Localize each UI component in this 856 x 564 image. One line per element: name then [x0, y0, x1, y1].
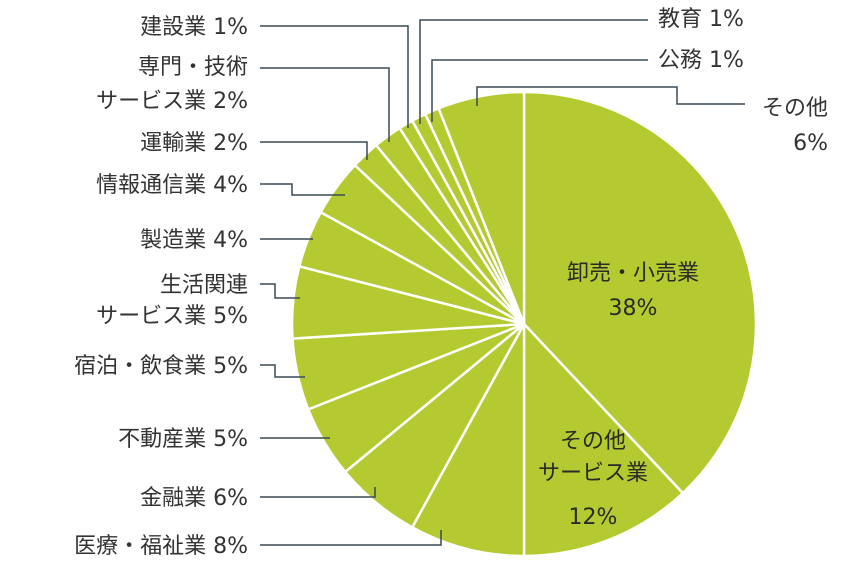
slice-label-14-line-1: 公務 1%	[658, 48, 744, 73]
slice-label-3-line-1: 医療・福祉業 8%	[74, 534, 248, 559]
slice-label-7-line-1: 生活関連	[160, 273, 248, 298]
leader-line-3	[260, 530, 442, 546]
slice-label-6-line-1: 宿泊・飲食業 5%	[74, 354, 248, 379]
leader-line-12	[260, 25, 409, 128]
pie-slices	[290, 90, 758, 558]
pie-slice-1	[522, 90, 758, 495]
slice-label-7-line-2: サービス業 5%	[96, 304, 248, 329]
leader-line-10	[260, 141, 368, 160]
leader-line-9	[260, 183, 345, 196]
leader-line-4	[260, 487, 376, 498]
slice-label-13-line-1: 教育 1%	[658, 7, 744, 32]
leader-line-15	[476, 86, 745, 106]
leader-line-7	[260, 283, 300, 299]
slice-label-4-line-1: 金融業 6%	[140, 486, 248, 511]
slice-label-15-line-1: その他	[762, 96, 828, 121]
leader-line-6	[260, 364, 305, 378]
slice-label-2-line-2: サービス業	[538, 461, 648, 486]
slice-label-9-line-1: 情報通信業 4%	[96, 173, 248, 198]
leader-line-13	[419, 19, 648, 124]
slice-label-15-line-2: 6%	[793, 131, 828, 156]
slice-label-5-line-1: 不動産業 5%	[118, 427, 248, 452]
slice-label-1-line-1: 卸売・小売業	[567, 261, 699, 286]
slice-label-11-line-2: サービス業 2%	[96, 89, 248, 114]
slice-label-12-line-1: 建設業 1%	[140, 15, 248, 40]
slice-label-2-line-3: 12%	[569, 505, 618, 530]
slice-label-2-line-1: その他	[560, 429, 626, 454]
pie-slice-3	[410, 322, 526, 558]
slice-label-1-line-2: 38%	[609, 296, 658, 321]
leader-line-14	[431, 59, 648, 122]
slice-label-11-line-1: 専門・技術	[138, 55, 248, 80]
pie-slice-15	[437, 90, 526, 326]
slice-label-10-line-1: 運輸業 2%	[140, 131, 248, 156]
slice-label-8-line-1: 製造業 4%	[140, 228, 248, 253]
pie-slice-2	[522, 322, 685, 558]
leader-line-11	[260, 67, 390, 142]
leader-lines	[260, 19, 745, 546]
